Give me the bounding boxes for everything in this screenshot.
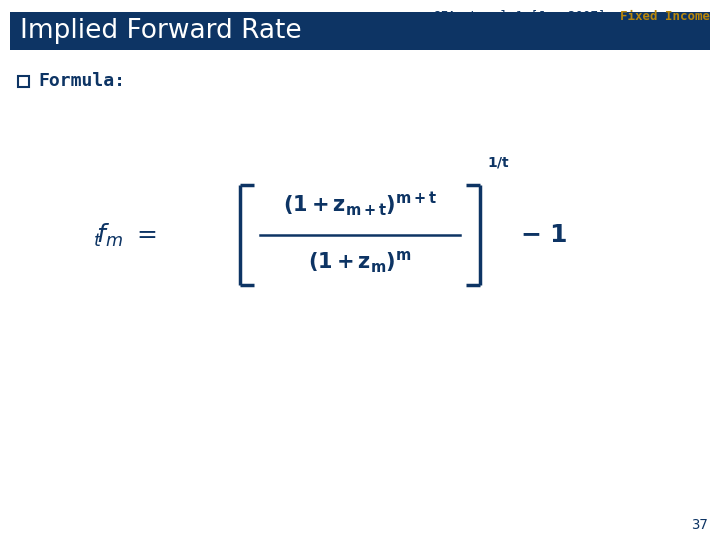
Text: $_t\!f_m\ =$: $_t\!f_m\ =$ bbox=[93, 221, 157, 248]
Text: 37: 37 bbox=[691, 518, 708, 532]
Text: $\mathbf{-\ 1}$: $\mathbf{-\ 1}$ bbox=[520, 223, 567, 247]
FancyBboxPatch shape bbox=[18, 76, 29, 87]
Text: $\mathbf{(1 + z_{m+t})^{m+t}}$: $\mathbf{(1 + z_{m+t})^{m+t}}$ bbox=[283, 191, 437, 219]
Text: $\mathbf{(1 + z_m)^{m}}$: $\mathbf{(1 + z_m)^{m}}$ bbox=[308, 249, 412, 275]
Text: Formula:: Formula: bbox=[38, 72, 125, 90]
Text: CFA, Level-1 [Jun-2007] :: CFA, Level-1 [Jun-2007] : bbox=[433, 10, 628, 23]
FancyBboxPatch shape bbox=[10, 12, 710, 50]
Text: Fixed Income: Fixed Income bbox=[620, 10, 710, 23]
Text: $\mathbf{1/t}$: $\mathbf{1/t}$ bbox=[487, 155, 510, 170]
Text: Implied Forward Rate: Implied Forward Rate bbox=[20, 18, 302, 44]
